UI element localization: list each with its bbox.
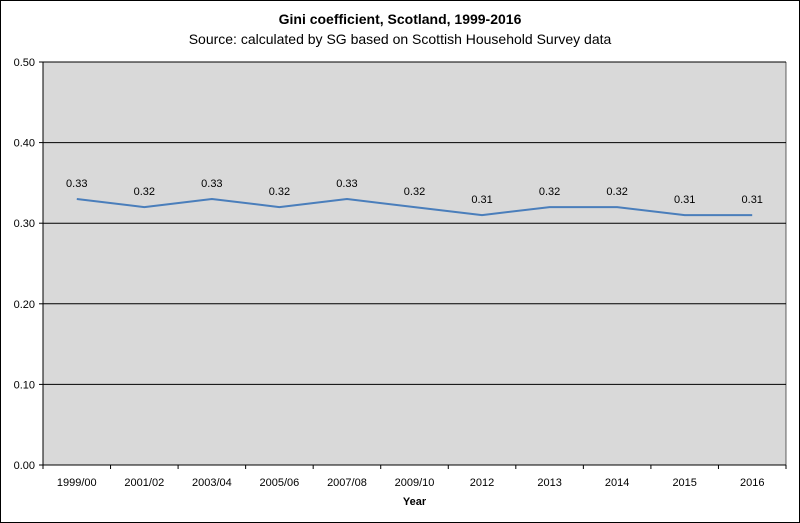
y-tick-label: 0.30 (14, 218, 35, 230)
data-label: 0.33 (336, 178, 357, 190)
x-tick-label: 1999/00 (57, 477, 97, 489)
data-label: 0.32 (539, 186, 560, 198)
y-tick-label: 0.20 (14, 299, 35, 311)
axes (42, 62, 787, 466)
chart-subtitle: Source: calculated by SG based on Scotti… (188, 31, 612, 47)
y-tick-label: 0.40 (14, 138, 35, 150)
x-tick-label: 2001/02 (124, 477, 164, 489)
series-group (76, 198, 753, 217)
x-tick-label: 2012 (470, 477, 494, 489)
y-axis-ticks: 0.00 0.10 0.20 0.30 0.40 0.50 (14, 57, 43, 472)
data-label: 0.33 (66, 178, 87, 190)
series-line (76, 198, 753, 217)
y-tick-label: 0.10 (14, 379, 35, 391)
x-axis-ticks: 1999/00 2001/02 2003/04 2005/06 2007/08 2009/… (42, 465, 787, 489)
x-tick-label: 2007/08 (327, 477, 367, 489)
x-tick-label: 2014 (605, 477, 629, 489)
x-axis-title: Year (403, 496, 427, 508)
data-labels: 0.33 0.32 0.33 0.32 0.33 0.32 0.31 0.32 0.32 0.31… (66, 178, 763, 206)
data-label: 0.32 (269, 186, 290, 198)
y-tick-label: 0.00 (14, 460, 35, 472)
gridlines (43, 61, 786, 385)
data-label: 0.32 (606, 186, 627, 198)
x-tick-label: 2003/04 (192, 477, 232, 489)
x-tick-label: 2013 (537, 477, 561, 489)
x-tick-label: 2015 (672, 477, 696, 489)
chart-title: Gini coefficient, Scotland, 1999-2016 (278, 11, 522, 27)
y-tick-label: 0.50 (14, 57, 35, 69)
data-label: 0.33 (201, 178, 222, 190)
x-tick-label: 2009/10 (395, 477, 435, 489)
x-tick-label: 2005/06 (260, 477, 300, 489)
data-label: 0.31 (674, 194, 695, 206)
data-label: 0.31 (471, 194, 492, 206)
data-label: 0.32 (404, 186, 425, 198)
data-label: 0.31 (742, 194, 763, 206)
x-tick-label: 2016 (740, 477, 764, 489)
data-label: 0.32 (134, 186, 155, 198)
plot-area (43, 62, 786, 465)
